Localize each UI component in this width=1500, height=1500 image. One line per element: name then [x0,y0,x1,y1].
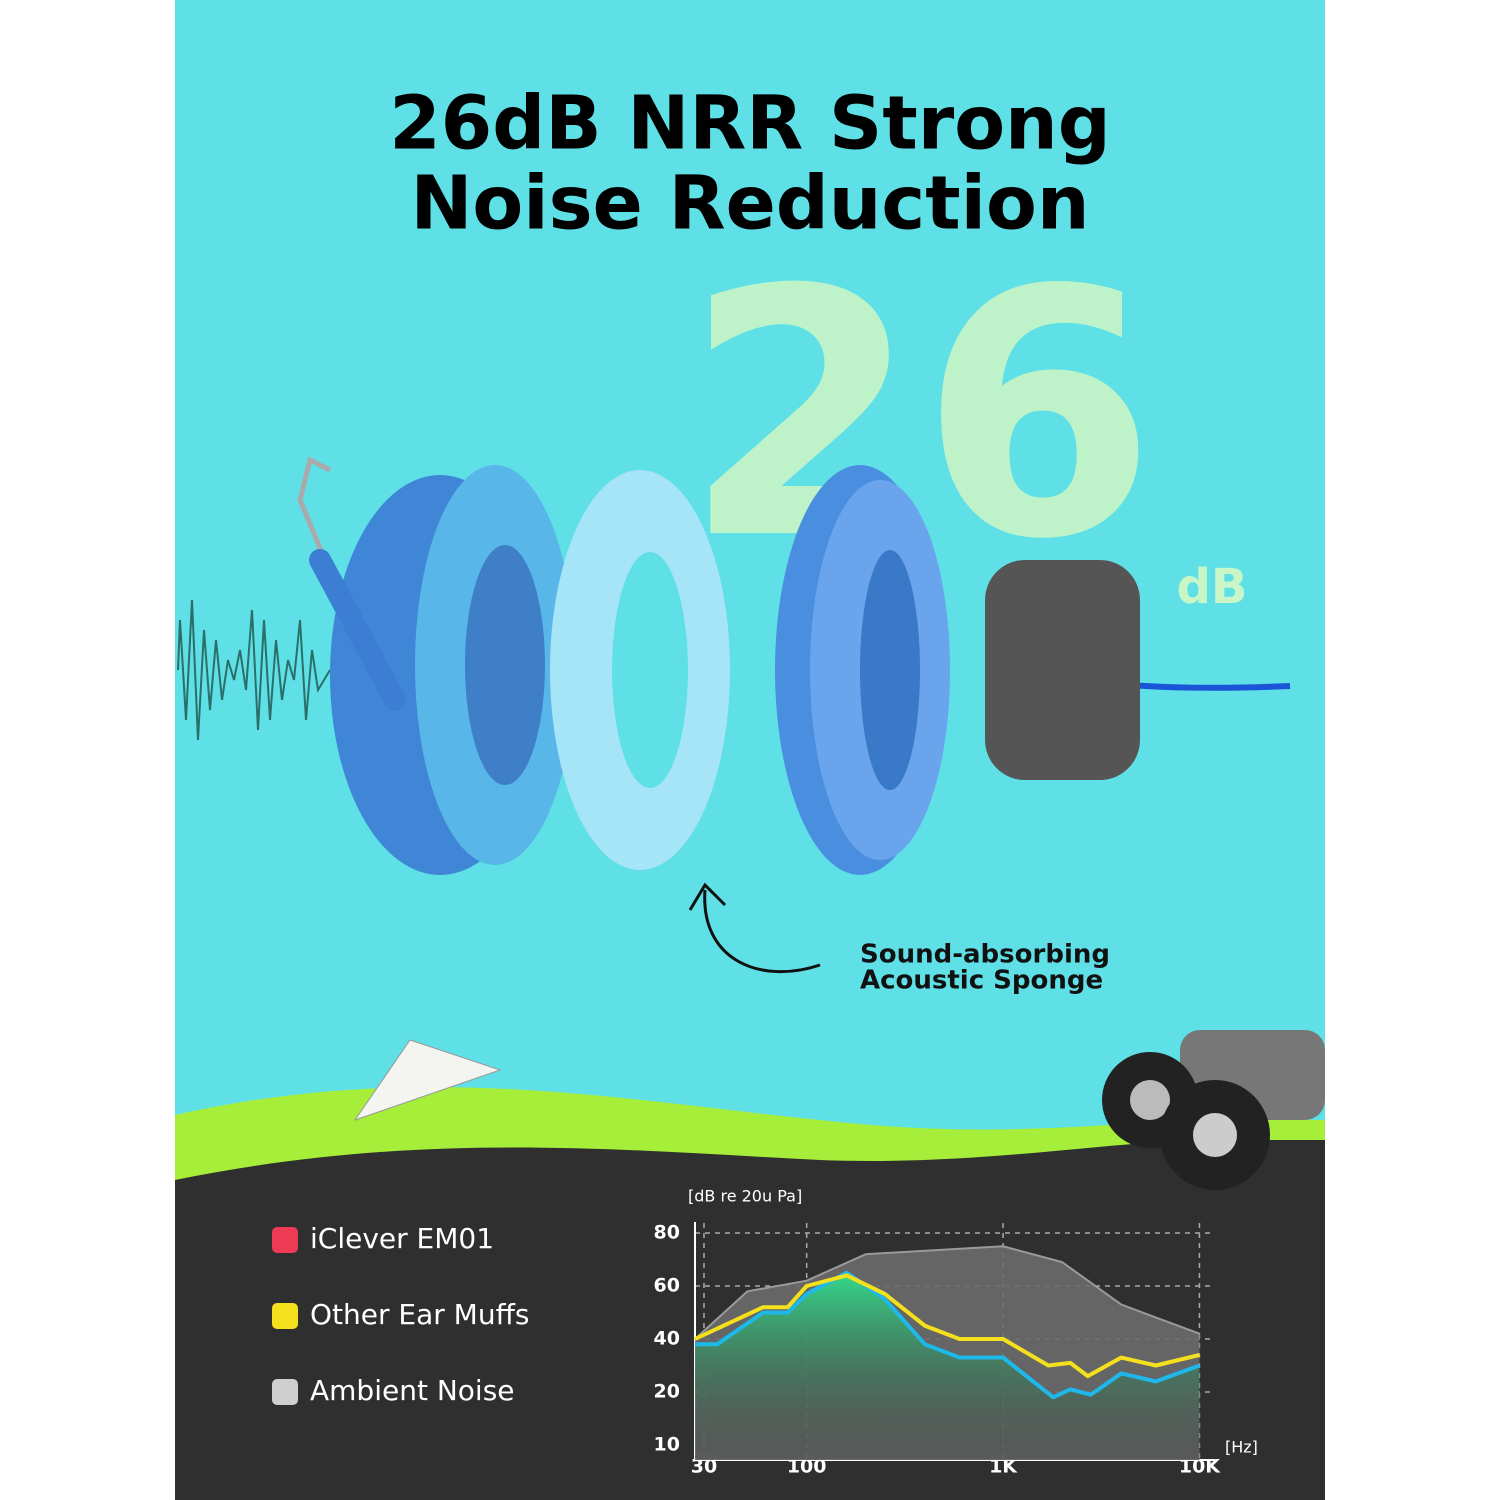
y-tick-label: 40 [654,1328,680,1350]
legend-swatch [272,1227,298,1253]
y-tick-label: 10 [654,1434,680,1456]
foam-ring [550,470,730,870]
arrow [688,882,821,974]
sponge-insert [985,560,1140,780]
series-line [695,1270,1201,1400]
y-tick-label: 60 [654,1275,680,1297]
series-line [694,1273,1200,1379]
ear-cup [297,456,575,875]
legend-label: Other Ear Muffs [310,1298,529,1331]
area-fill [695,1272,1200,1460]
paper-plane [353,1039,502,1121]
series-line [694,1245,1200,1340]
legend-label: iClever EM01 [310,1222,494,1255]
quiet-wave [1129,682,1291,691]
title-line: 26dB NRR Strong [389,81,1110,167]
truck [1102,1030,1325,1190]
cushion [775,465,950,875]
y-tick-label: 20 [654,1381,680,1403]
legend-label: Ambient Noise [310,1374,515,1407]
callout-text: Sound-absorbing [860,940,1110,970]
y-tick-label: 80 [654,1222,680,1244]
title-line: Noise Reduction [410,161,1089,247]
waveform [177,599,331,741]
legend-swatch [272,1379,298,1405]
legend-swatch [272,1303,298,1329]
x-axis-label: [Hz] [1225,1438,1258,1457]
badge-unit: dB [1177,559,1248,615]
callout-text: Acoustic Sponge [860,966,1103,996]
y-axis-label: [dB re 20u Pa] [688,1187,802,1206]
